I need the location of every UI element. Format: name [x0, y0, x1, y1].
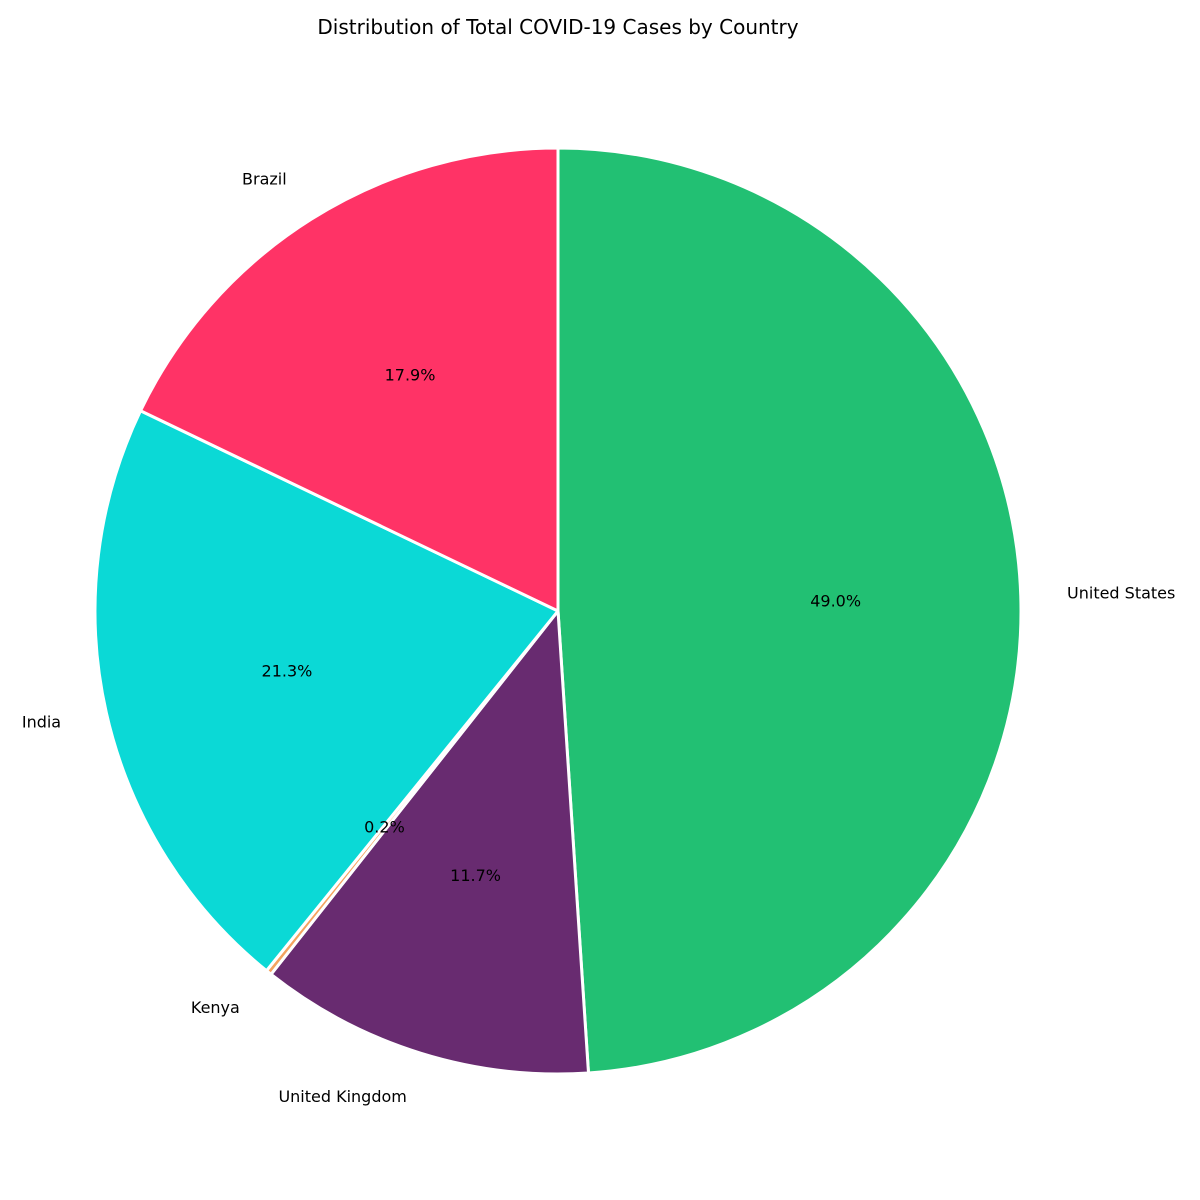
- pct-label-united-states: 49.0%: [810, 591, 861, 610]
- slice-label-brazil: Brazil: [242, 169, 287, 188]
- pie-slice-united-kingdom: [269, 609, 590, 1076]
- pie-slice-united-states: [556, 146, 1023, 1075]
- pct-label-india: 21.3%: [262, 661, 313, 680]
- slice-label-india: India: [22, 712, 61, 731]
- pct-label-united-kingdom: 11.7%: [450, 866, 501, 885]
- slice-label-united-kingdom: United Kingdom: [278, 1087, 406, 1106]
- pct-label-kenya: 0.2%: [364, 817, 405, 836]
- pct-label-brazil: 17.9%: [385, 365, 436, 384]
- pie-slices: [93, 146, 1023, 1076]
- slice-label-united-states: United States: [1067, 584, 1175, 603]
- pie-slice-brazil: [139, 146, 560, 613]
- chart-title: Distribution of Total COVID-19 Cases by …: [317, 15, 798, 39]
- pie-slice-india: [93, 409, 560, 973]
- pie-labels: United States 49.0% United Kingdom 11.7% Ken…: [22, 169, 1176, 1105]
- slice-label-kenya: Kenya: [191, 998, 240, 1017]
